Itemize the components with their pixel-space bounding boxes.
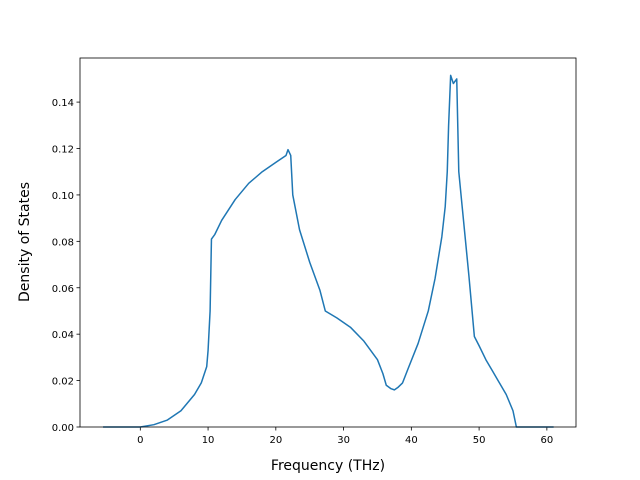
x-tick-label: 10 (202, 435, 215, 446)
x-tick-label: 60 (540, 435, 553, 446)
x-axis-title: Frequency (THz) (271, 458, 385, 474)
x-tick-label: 20 (269, 435, 282, 446)
y-tick-label: 0.00 (52, 423, 74, 434)
y-tick-label: 0.10 (52, 191, 74, 202)
y-tick-label: 0.12 (52, 145, 74, 156)
y-tick-label: 0.04 (52, 330, 74, 341)
x-tick-label: 0 (137, 435, 143, 446)
x-tick-label: 50 (473, 435, 486, 446)
x-tick-label: 40 (405, 435, 418, 446)
x-tick-label: 30 (337, 435, 350, 446)
line-series (103, 74, 554, 428)
y-tick-label: 0.02 (52, 377, 74, 388)
y-tick-label: 0.08 (52, 237, 74, 248)
y-tick-label: 0.06 (52, 284, 74, 295)
y-tick-label: 0.14 (52, 98, 74, 109)
y-axis-title: Density of States (17, 182, 33, 302)
plot-frame (79, 57, 577, 428)
